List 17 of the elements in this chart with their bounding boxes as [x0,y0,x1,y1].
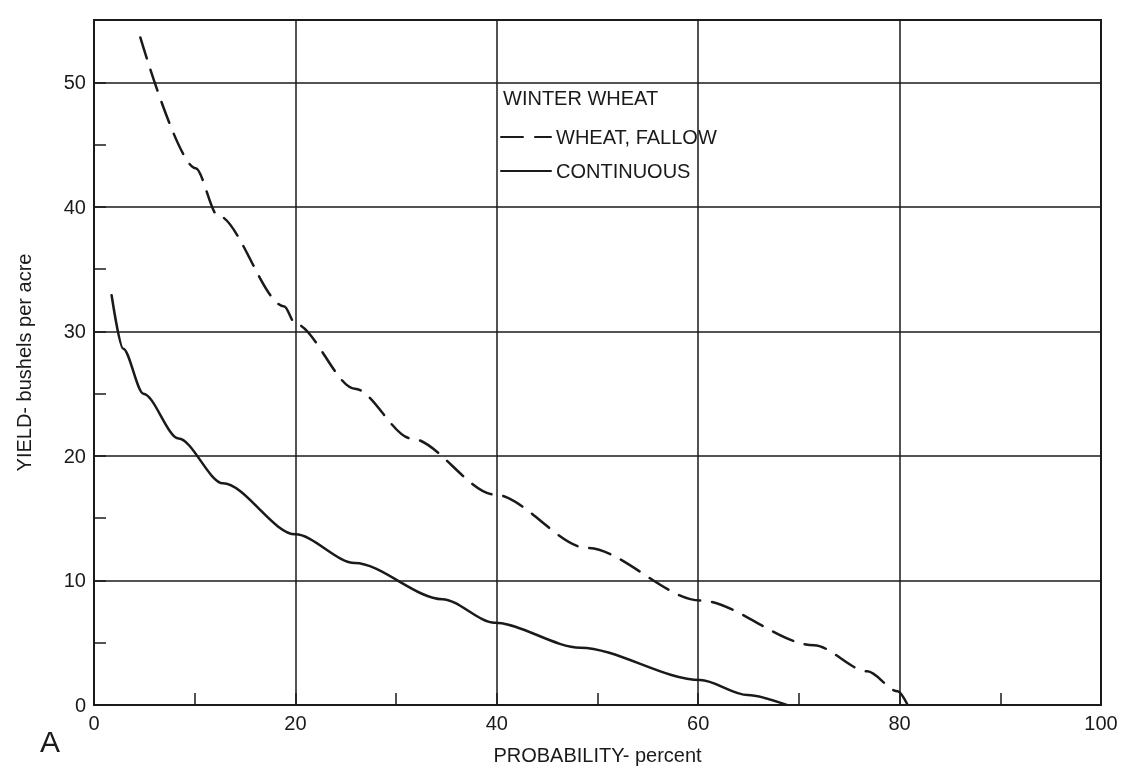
text: A [40,724,61,758]
x-tick-label: 60 [687,712,710,734]
y-tick-label: 20 [63,444,86,467]
y-tick-label: 40 [63,195,86,218]
y-tick-label: 0 [74,694,86,716]
y-tick-label: 10 [63,569,86,592]
x-axis-title: PROBABILITY- percent [493,744,703,766]
x-tick-label: 0 [88,712,100,734]
x-tick-label: 20 [284,712,307,734]
legend-label: CONTINUOUS [556,160,691,182]
x-tick-label: 40 [485,712,508,734]
y-tick-label: 50 [63,71,86,94]
x-tick-label: 80 [888,712,911,734]
x-tick-label: 100 [1084,712,1118,734]
y-tick-label: 30 [63,320,86,343]
y-axis-title: YIELD- bushels per acre [13,253,35,472]
legend-title: WINTER WHEAT [503,87,659,109]
